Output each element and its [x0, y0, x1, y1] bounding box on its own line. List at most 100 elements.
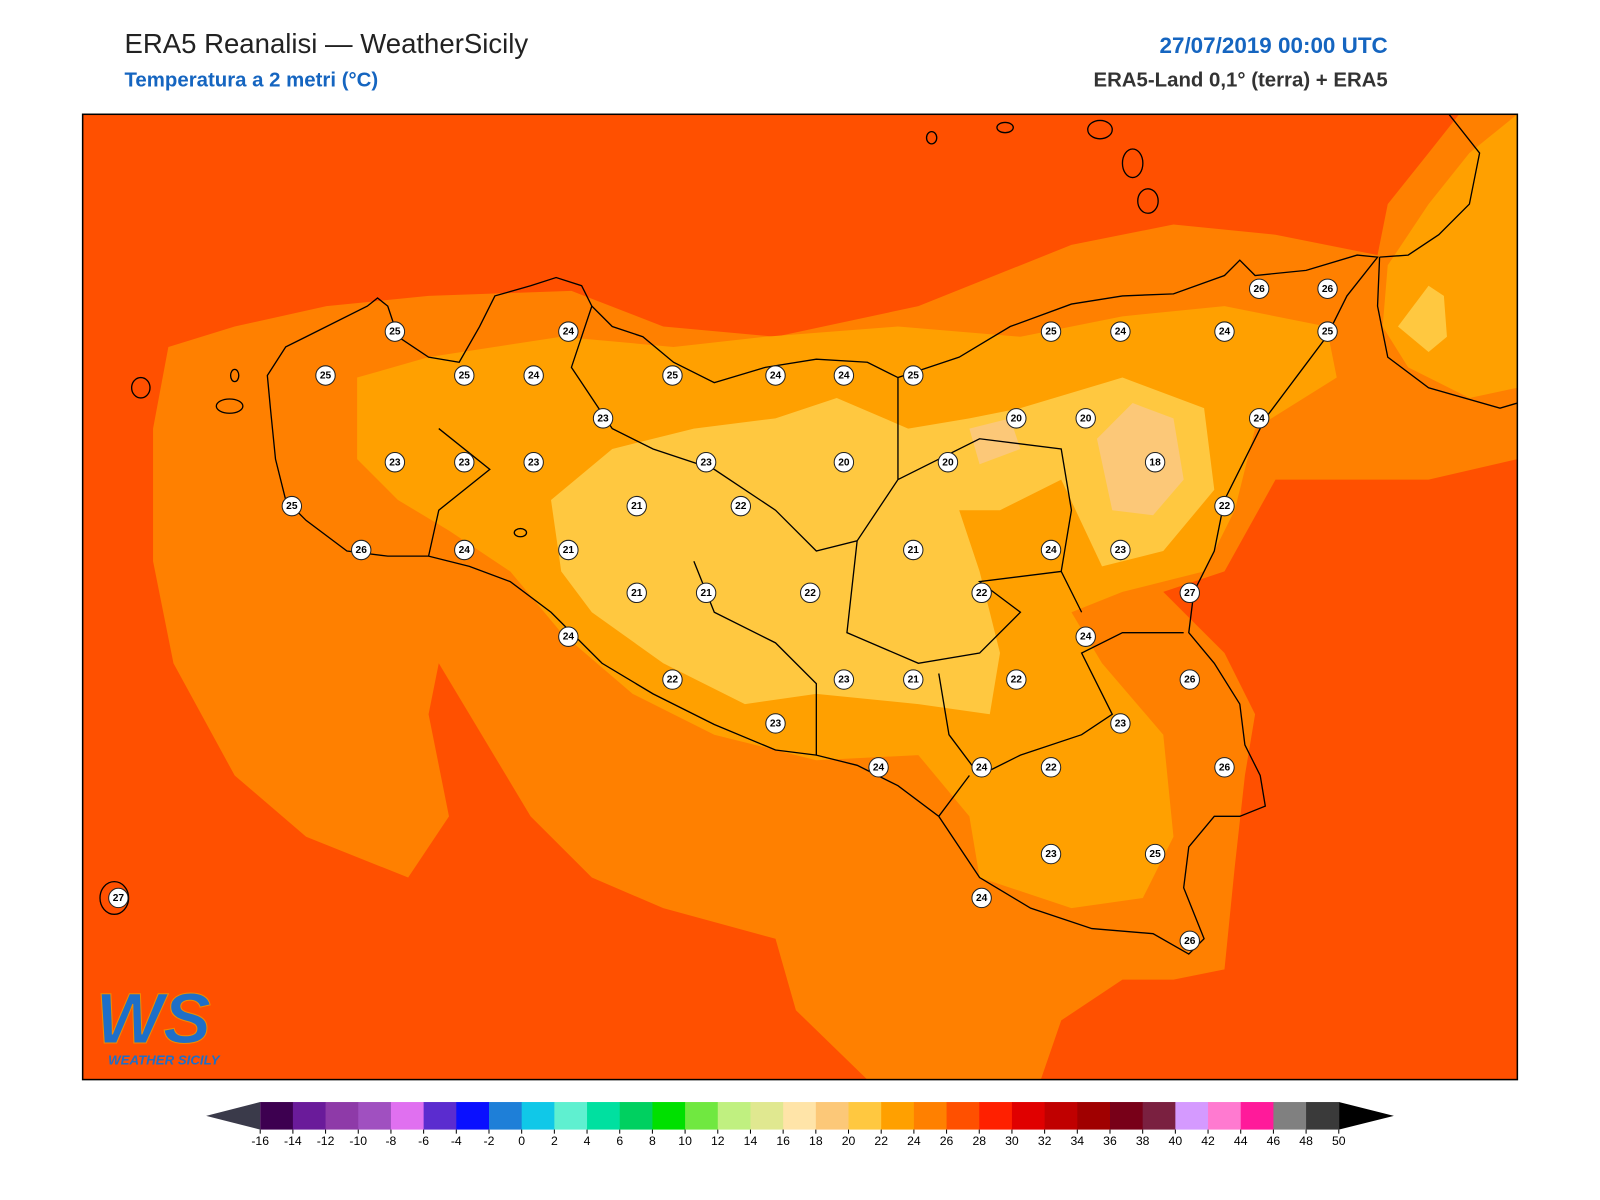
station-value: 24: [1045, 545, 1057, 556]
station: 24: [1248, 408, 1270, 429]
colorbar-segment: [587, 1102, 621, 1130]
colorbar-tick-label: 4: [584, 1134, 591, 1148]
colorbar-tick-label: 14: [744, 1134, 758, 1148]
colorbar-segment: [1240, 1102, 1274, 1130]
station: 22: [1040, 757, 1062, 778]
station-value: 22: [805, 588, 817, 599]
station-marker: [833, 452, 855, 473]
station-value: 26: [1254, 284, 1266, 295]
station-marker: [903, 365, 924, 386]
station: 23: [592, 408, 614, 429]
colorbar-segment: [390, 1102, 425, 1130]
station-marker: [1006, 669, 1027, 690]
station-marker: [765, 365, 786, 386]
station: 22: [1006, 669, 1027, 690]
station-marker: [1144, 452, 1166, 473]
station-marker: [384, 452, 406, 473]
station-value: 27: [1184, 588, 1196, 599]
station: 18: [1144, 452, 1166, 473]
station-marker: [523, 452, 544, 473]
station-value: 22: [1045, 762, 1057, 773]
station-value: 23: [459, 457, 471, 468]
colorbar-segment: [848, 1102, 882, 1130]
stations: 25 24 25 25 24 25 24 24 25 25 24 24 26 26 25 23 20 20 24 23…: [108, 278, 1338, 952]
station-marker: [695, 452, 717, 473]
map: 25 24 25 25 24 25 24 24 25 25 24 24 26 26 25 23 20 20 24 23…: [81, 113, 1519, 1081]
station-value: 25: [1045, 327, 1057, 338]
station-value: 25: [908, 371, 920, 382]
station-marker: [971, 757, 992, 778]
station-value: 23: [838, 675, 850, 686]
station-value: 26: [1322, 284, 1334, 295]
contour-18: [1096, 403, 1184, 516]
station-value: 24: [459, 545, 471, 556]
station-value: 22: [1011, 675, 1023, 686]
station-marker: [1317, 278, 1338, 299]
provinces: [427, 305, 1184, 817]
station-marker: [937, 452, 959, 473]
colorbar-tick-label: -6: [418, 1134, 429, 1148]
station-marker: [868, 757, 889, 778]
datetime: 27/07/2019 00:00 UTC: [1159, 33, 1387, 58]
colorbar-tick-label: 40: [1169, 1134, 1183, 1148]
station-marker: [281, 495, 303, 517]
station-marker: [558, 539, 579, 561]
station-marker: [384, 321, 406, 342]
station-marker: [626, 582, 647, 604]
colorbar-tick-label: 34: [1070, 1134, 1084, 1148]
colorbar-tick-label: 38: [1136, 1134, 1150, 1148]
colorbar-segment: [358, 1102, 392, 1130]
logo: WS WEATHER SICILY: [95, 978, 220, 1067]
station-marker: [1110, 321, 1131, 342]
station-value: 22: [976, 588, 988, 599]
colorbar-segment: [685, 1102, 719, 1130]
station-value: 24: [1219, 327, 1231, 338]
station-marker: [730, 495, 752, 517]
colorbar-segment: [1208, 1102, 1242, 1130]
station-marker: [1110, 539, 1131, 561]
station: 24: [971, 757, 992, 778]
station-value: 22: [1219, 501, 1231, 512]
station-value: 20: [838, 457, 850, 468]
station: 25: [1040, 321, 1062, 342]
colorbar-tick-label: 26: [940, 1134, 954, 1148]
station: 24: [833, 365, 855, 386]
station: 25: [903, 365, 924, 386]
station-marker: [1040, 757, 1062, 778]
station-value: 25: [389, 327, 401, 338]
colorbar-tick-label: 6: [616, 1134, 623, 1148]
station: 22: [800, 582, 821, 604]
colorbar-tick-label: 12: [711, 1134, 725, 1148]
station-value: 21: [908, 675, 920, 686]
station-value: 24: [563, 632, 575, 643]
station-value: 20: [1011, 413, 1023, 424]
colorbar-tick-label: -14: [284, 1134, 302, 1148]
station-value: 20: [942, 457, 954, 468]
title: ERA5 Reanalisi — WeatherSicily: [124, 28, 528, 59]
station-marker: [558, 626, 579, 647]
station: 27: [1179, 582, 1200, 604]
station-marker: [971, 887, 992, 909]
station-value: 25: [459, 371, 471, 382]
station: 21: [558, 539, 579, 561]
station-value: 23: [770, 718, 782, 729]
station-value: 24: [563, 327, 575, 338]
colorbar-segment: [1306, 1102, 1340, 1130]
station-value: 21: [700, 588, 712, 599]
contour-20: [551, 377, 1215, 715]
station-marker: [1214, 321, 1235, 342]
station-value: 24: [1115, 327, 1127, 338]
source: ERA5-Land 0,1° (terra) + ERA5: [1093, 70, 1387, 92]
station: 23: [695, 452, 717, 473]
station: 20: [1006, 408, 1027, 429]
station: 25: [1317, 321, 1338, 342]
station-marker: [592, 408, 614, 429]
station: 24: [1214, 321, 1235, 342]
station: 20: [833, 452, 855, 473]
colorbar-tick-label: 24: [907, 1134, 921, 1148]
colorbar-segment: [1142, 1102, 1176, 1130]
colorbar-segment: [554, 1102, 588, 1130]
station-value: 26: [1184, 675, 1196, 686]
